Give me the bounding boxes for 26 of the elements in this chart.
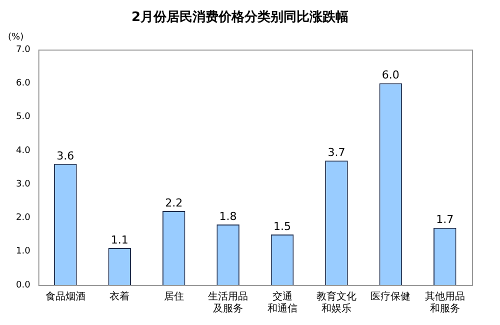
y-tick-label: 6.0 (16, 78, 31, 89)
y-tick-label: 0.0 (16, 280, 31, 290)
data-label: 1.7 (436, 213, 454, 226)
chart-title: 2月份居民消费价格分类别同比涨跌幅 (131, 10, 349, 26)
y-tick-label: 5.0 (16, 112, 31, 122)
data-label: 3.7 (328, 146, 346, 159)
x-tick-label: 食品烟酒 (45, 290, 86, 303)
x-tick-label: 教育文化和娱乐 (316, 290, 356, 315)
y-tick-label: 3.0 (16, 179, 31, 190)
data-label: 2.2 (165, 196, 183, 210)
x-tick-label: 交通和通信 (267, 290, 298, 315)
data-label: 1.1 (110, 233, 128, 246)
x-tick-label: 生活用品及服务 (208, 290, 248, 315)
x-tick-label: 居住 (164, 292, 184, 303)
data-label: 6.0 (382, 68, 400, 82)
y-axis-title: (%) (8, 32, 24, 42)
x-tick-label: 医疗保健 (370, 290, 411, 303)
y-tick-label: 1.0 (16, 246, 31, 257)
y-tick-label: 4.0 (16, 146, 31, 156)
data-label: 1.8 (219, 210, 237, 223)
data-label: 3.6 (56, 149, 74, 162)
x-tick-label: 其他用品和服务 (424, 290, 465, 315)
y-tick-label: 7.0 (16, 44, 31, 55)
y-tick-label: 2.0 (16, 213, 31, 224)
data-label: 1.5 (274, 220, 292, 233)
x-tick-label: 衣着 (110, 290, 130, 303)
